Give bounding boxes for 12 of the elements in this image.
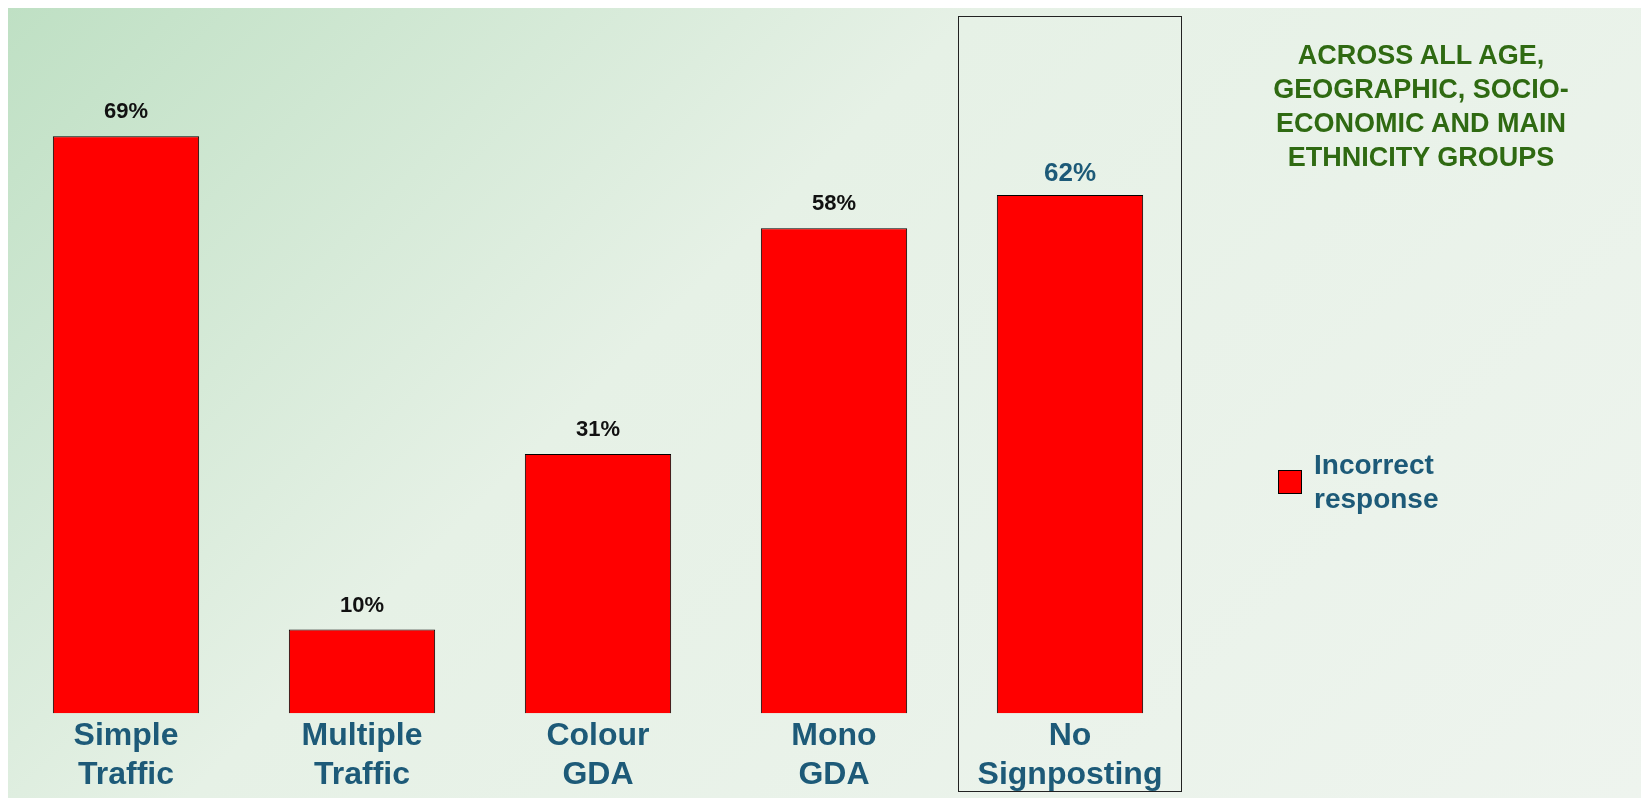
x-tick-label: Multiple Traffic: [301, 716, 423, 791]
x-tick-label: Colour GDA: [546, 716, 650, 791]
x-tick-label: Mono GDA: [791, 716, 877, 791]
data-label: 62%: [1042, 156, 1097, 188]
text: Incorrect response: [1314, 448, 1440, 516]
x-tick-label: Simple Traffic: [73, 716, 179, 791]
data-label: 58%: [810, 190, 857, 217]
data-label: 69%: [102, 98, 149, 125]
text: ACROSS ALL AGE, GEOGRAPHIC, SOCIO-ECONOMIC AND MAIN ETHNICITY GROUPS: [1272, 39, 1570, 174]
x-tick-label: No Signposting: [977, 716, 1163, 791]
data-label: 10%: [338, 591, 385, 618]
data-label: 31%: [574, 416, 621, 443]
